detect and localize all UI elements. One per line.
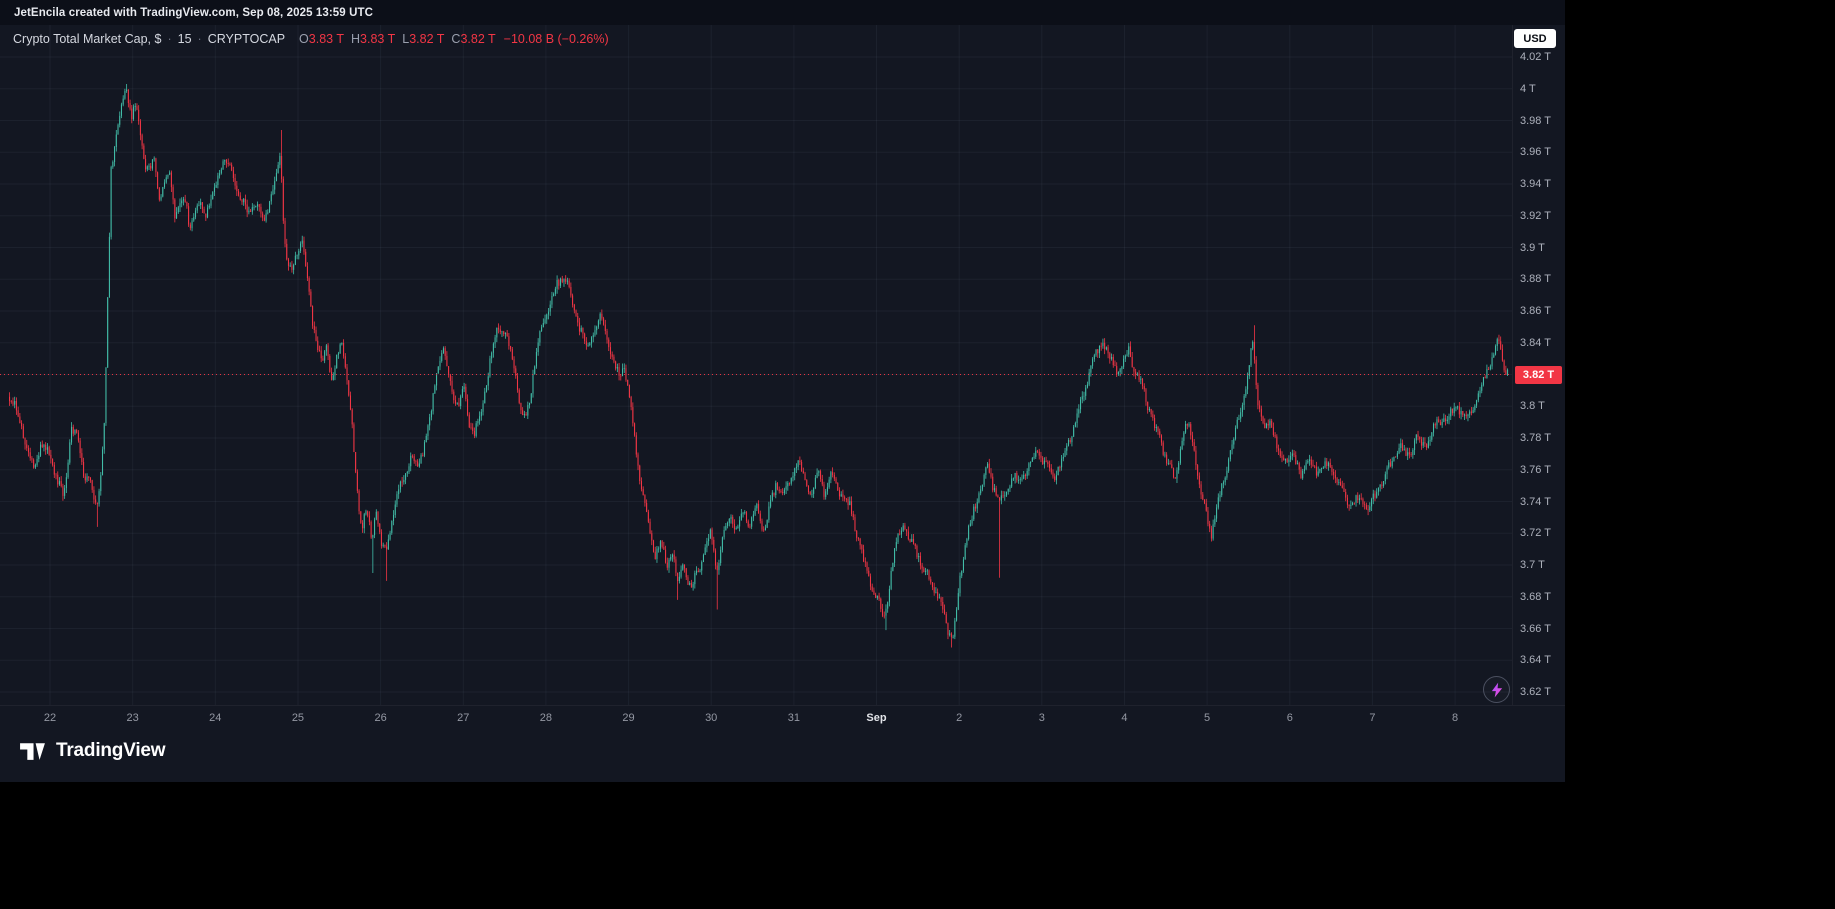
time-axis-label: 27 <box>457 712 470 724</box>
price-axis-label: 3.72 T <box>1520 527 1551 540</box>
time-axis-label: Sep <box>866 712 887 724</box>
price-axis-label: 3.74 T <box>1520 495 1551 508</box>
time-axis-label: 6 <box>1286 712 1293 724</box>
price-axis-label: 4.02 T <box>1520 51 1551 63</box>
low-value: L3.82 T <box>402 32 445 46</box>
candlestick-chart[interactable] <box>0 25 1512 705</box>
time-axis-label: 23 <box>126 712 139 724</box>
time-axis-label: 25 <box>291 712 305 724</box>
tradingview-logo-icon[interactable] <box>18 736 47 765</box>
price-axis-label: 3.66 T <box>1520 622 1551 635</box>
legend-separator: · <box>167 32 172 46</box>
time-axis-label: 28 <box>539 712 553 724</box>
time-axis-label: 3 <box>1038 712 1045 724</box>
time-axis-label: 26 <box>374 712 387 724</box>
high-value: H3.83 T <box>351 32 396 46</box>
time-axis-label: 5 <box>1204 712 1211 724</box>
lightning-icon <box>1491 682 1502 697</box>
tradingview-footer[interactable]: TradingView <box>18 736 166 765</box>
time-axis-label: 8 <box>1451 712 1459 724</box>
price-axis-label: 3.9 T <box>1520 241 1545 254</box>
attribution-bar: JetEncila created with TradingView.com, … <box>0 0 1565 25</box>
time-axis-label: 24 <box>209 712 222 724</box>
price-axis-label: 3.88 T <box>1520 273 1551 286</box>
price-axis-label: 3.92 T <box>1520 209 1551 222</box>
price-axis-label: 3.7 T <box>1520 559 1545 571</box>
interval-label[interactable]: 15 <box>177 32 192 46</box>
time-axis[interactable]: 22 23 24 25 26 27 28 29 30 31 Sep 2 3 4 5 6 7 8 <box>0 705 1565 735</box>
time-axis-label: 29 <box>622 712 635 724</box>
price-axis-label: 3.96 T <box>1520 146 1551 159</box>
time-axis-label: 2 <box>956 712 963 724</box>
tradingview-brand[interactable]: TradingView <box>56 739 166 761</box>
price-axis-label: 3.62 T <box>1520 686 1551 698</box>
time-axis-label: 4 <box>1121 712 1128 724</box>
price-axis-label: 3.86 T <box>1520 305 1551 317</box>
exchange-label[interactable]: CRYPTOCAP <box>207 32 286 46</box>
time-axis-label: 7 <box>1369 712 1376 724</box>
symbol-legend: Crypto Total Market Cap, $ · 15 · CRYPTO… <box>13 32 609 46</box>
price-axis-label: 3.68 T <box>1520 590 1551 603</box>
symbol-title[interactable]: Crypto Total Market Cap, $ <box>13 32 162 46</box>
last-price-label: 3.82 T <box>1515 365 1562 384</box>
flash-icon-button[interactable] <box>1483 676 1510 703</box>
price-axis-label: 3.64 T <box>1520 654 1551 667</box>
attribution-text: JetEncila created with TradingView.com, … <box>14 6 374 19</box>
price-axis-label: 3.78 T <box>1520 432 1551 444</box>
ohlc-values: O3.83 T H3.83 T L3.82 T C3.82 T <box>299 32 496 46</box>
close-value: C3.82 T <box>451 32 496 46</box>
price-axis[interactable]: 3.82 T 4.02 T 4 T 3.98 T 3.96 T 3.94 T 3.92 T… <box>1512 25 1565 705</box>
time-axis-label: 22 <box>43 712 57 724</box>
legend-separator: · <box>197 32 202 46</box>
currency-toggle-button[interactable]: USD <box>1514 29 1556 48</box>
time-axis-label: 30 <box>705 712 718 724</box>
price-axis-label: 3.98 T <box>1520 114 1551 127</box>
price-axis-label: 4 T <box>1520 82 1536 95</box>
price-axis-label: 3.76 T <box>1520 463 1551 476</box>
price-axis-label: 3.8 T <box>1520 400 1545 413</box>
price-axis-label: 3.94 T <box>1520 178 1551 190</box>
open-value: O3.83 T <box>299 32 344 46</box>
change-value: −10.08 B (−0.26%) <box>503 32 609 46</box>
time-axis-label: 31 <box>787 712 800 724</box>
price-axis-label: 3.84 T <box>1520 336 1551 349</box>
chart-panel: JetEncila created with TradingView.com, … <box>0 0 1565 782</box>
